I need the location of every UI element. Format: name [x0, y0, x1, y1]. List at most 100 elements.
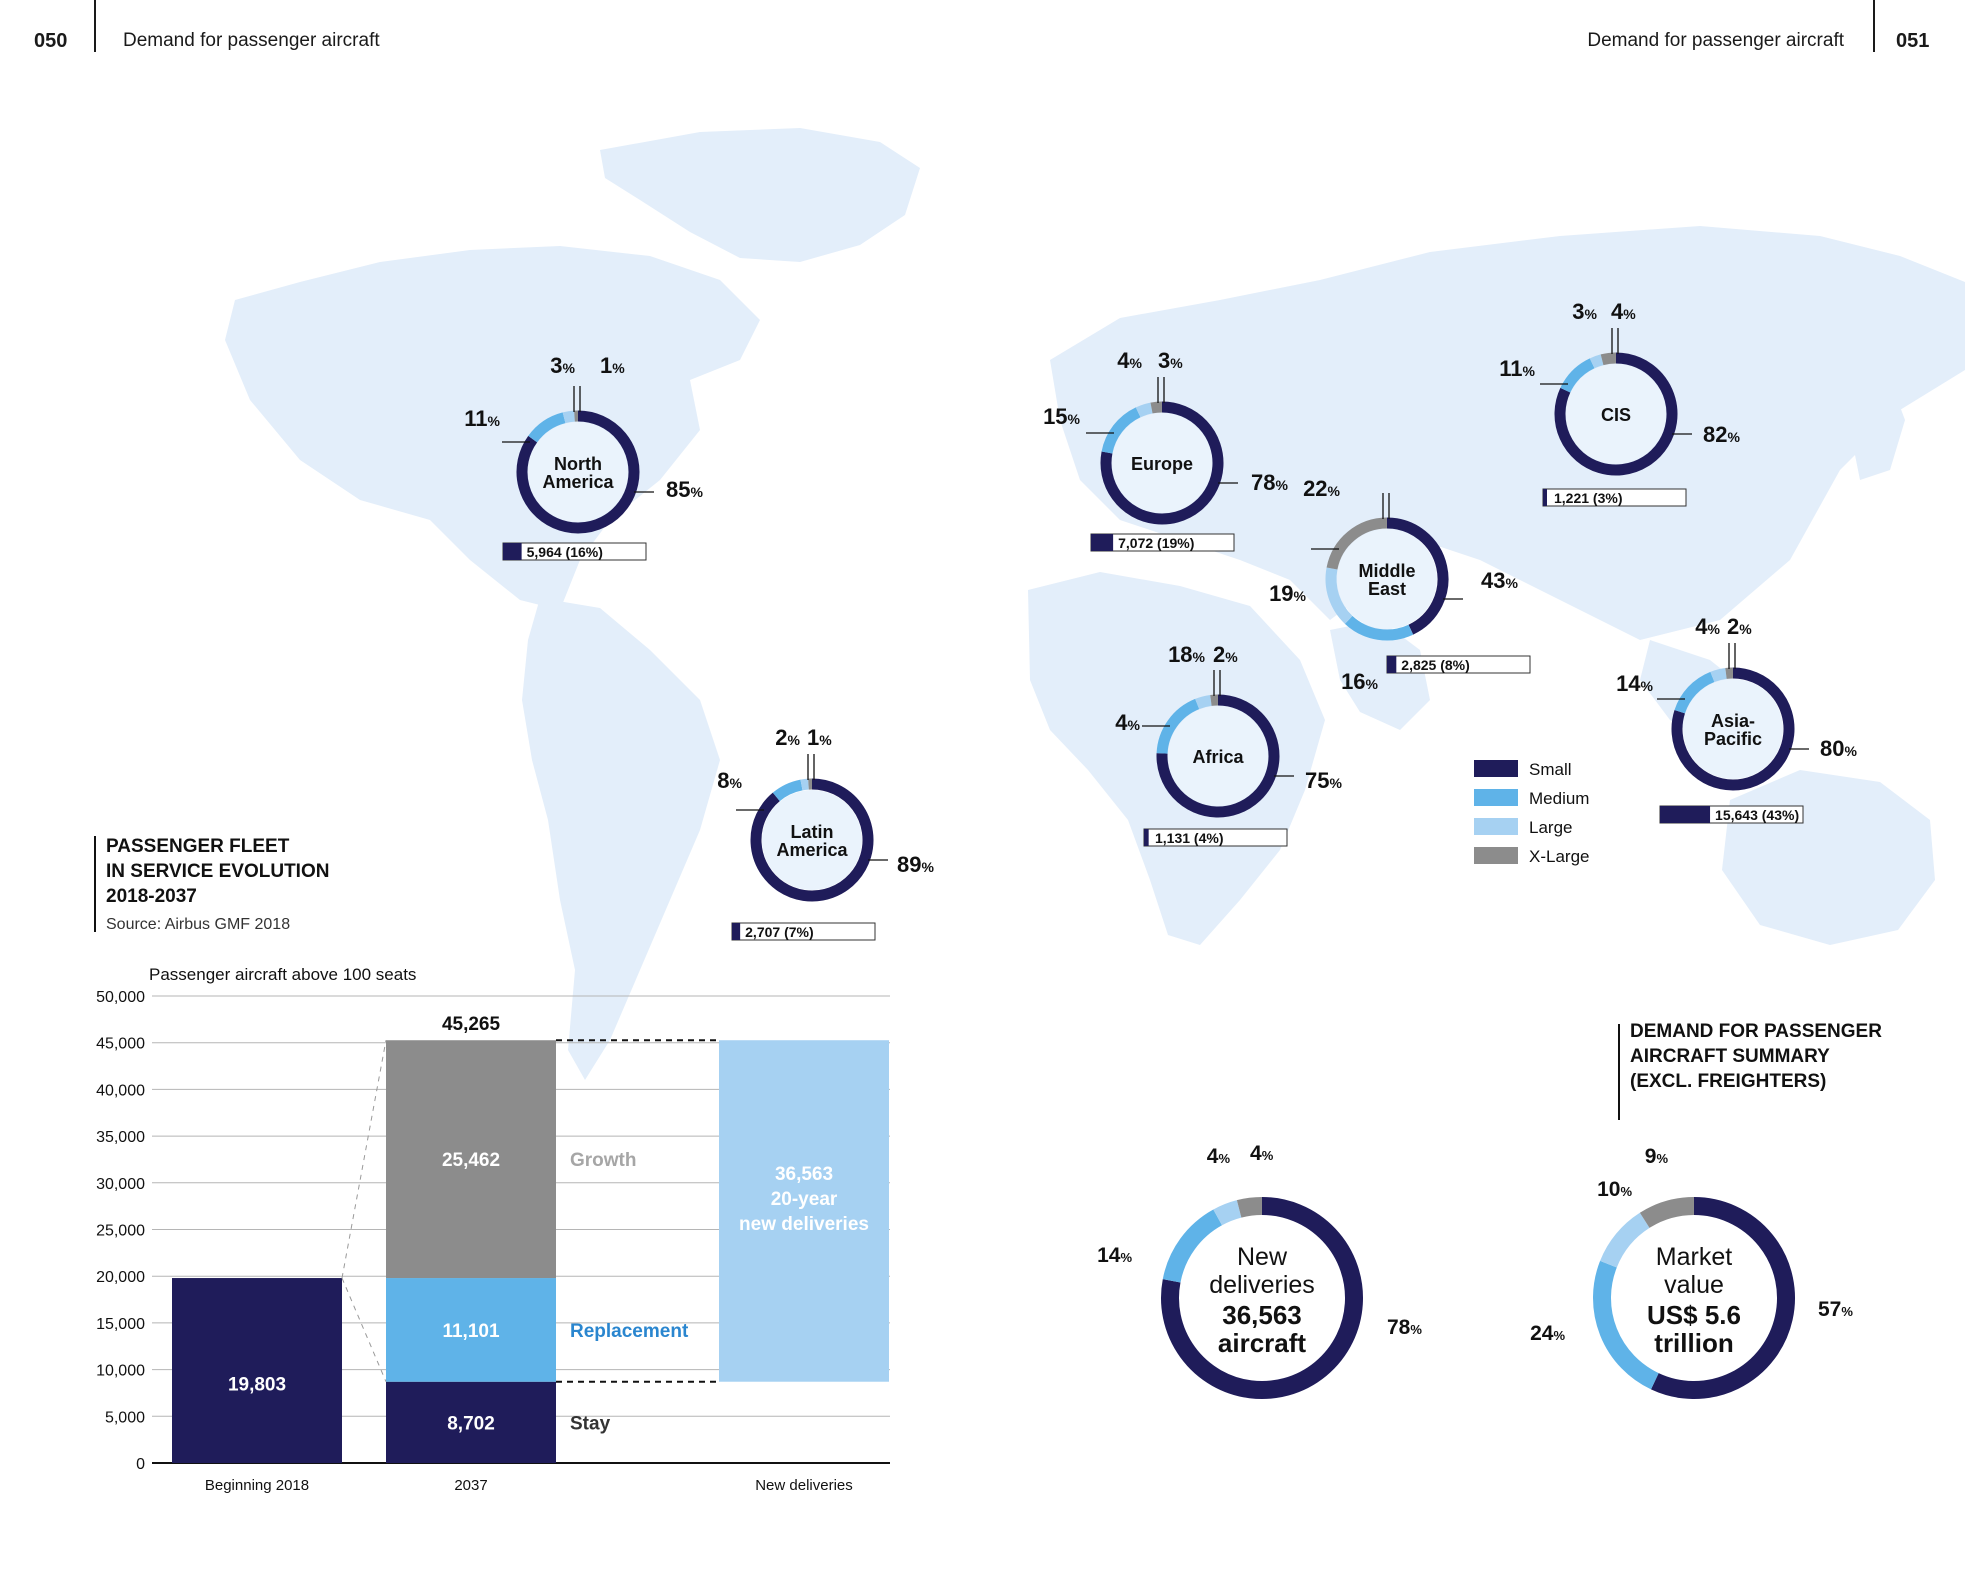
donut-center [1683, 679, 1783, 779]
region-pct-xlarge: 1% [807, 725, 832, 750]
donut-segment-large [1195, 694, 1212, 710]
donut-segment-large [800, 778, 809, 791]
summary-pct-small: 57% [1818, 1298, 1853, 1321]
region-pct-small: 78% [1251, 470, 1288, 495]
legend-label: Small [1529, 760, 1572, 779]
region-value-box [1659, 805, 1804, 824]
bar-value-label: 11,101 [442, 1321, 499, 1342]
donut-segment-small [516, 410, 640, 534]
summary-title: DEMAND FOR PASSENGER AIRCRAFT SUMMARY (E… [1630, 1019, 1882, 1094]
region-pct-large: 4% [1117, 348, 1142, 373]
region-value-fill [1091, 534, 1114, 551]
donut-segment-xlarge [1236, 1197, 1263, 1218]
bar-value-label: new deliveries [739, 1214, 869, 1235]
donut-segment-medium [1593, 1260, 1659, 1390]
region-pct-xlarge: 22% [1303, 476, 1340, 501]
region-value-label: 1,131 (4%) [1155, 830, 1223, 846]
donut-segment-small [1100, 401, 1224, 525]
donut-segment-xlarge [1150, 401, 1163, 414]
summary-pct-medium: 24% [1530, 1322, 1565, 1345]
region-name: North [554, 454, 602, 474]
right-page-title: Demand for passenger aircraft [1587, 30, 1844, 51]
y-tick-label: 15,000 [96, 1316, 145, 1333]
region-value-label: 2,707 (7%) [745, 924, 813, 940]
region-pct-large: 3% [1572, 299, 1597, 324]
bar-chart-title: Passenger aircraft above 100 seats [149, 965, 416, 984]
donut-segment-small [1651, 1197, 1795, 1399]
donut-segment-large [1600, 1212, 1650, 1268]
summary-center-label: Market [1656, 1243, 1732, 1271]
x-category-label: 2037 [454, 1477, 487, 1494]
region-value-fill [503, 543, 522, 560]
region-value-box [1542, 488, 1687, 507]
legend-label: Large [1529, 818, 1572, 837]
map-landmass [225, 246, 760, 610]
bar-2037-replacement [386, 1278, 556, 1382]
connector-dashed [341, 1040, 387, 1279]
y-tick-label: 5,000 [105, 1409, 145, 1426]
summary-pct-xlarge: 4% [1250, 1142, 1274, 1165]
bar-value-label: 36,563 [775, 1164, 833, 1185]
region-pct-medium: 19% [1269, 581, 1306, 606]
bar-value-label: 19,803 [228, 1375, 286, 1396]
y-tick-label: 10,000 [96, 1363, 145, 1380]
y-tick-label: 25,000 [96, 1223, 145, 1240]
donut-segment-large [1213, 1200, 1242, 1226]
segment-name-label: Stay [570, 1413, 611, 1434]
bar-new-deliveries [719, 1040, 889, 1382]
map-landmass [522, 598, 720, 1080]
header-divider-left [94, 0, 96, 52]
donut-segment-small [1386, 517, 1449, 635]
summary-pct-large: 4% [1207, 1145, 1231, 1168]
fleet-source: Source: Airbus GMF 2018 [106, 916, 291, 933]
summary-center-value: US$ 5.6 [1647, 1300, 1741, 1330]
donut-segment-medium [1101, 407, 1141, 454]
legend-label: X-Large [1529, 847, 1589, 866]
map-landmass [1722, 770, 1935, 945]
summary-center-label: deliveries [1209, 1271, 1315, 1299]
donut-segment-large [1710, 667, 1727, 683]
donut-center [1337, 529, 1437, 629]
donut-center [1566, 364, 1666, 464]
y-tick-label: 40,000 [96, 1082, 145, 1099]
region-name: America [542, 472, 614, 492]
region-pct-large: 3% [550, 353, 575, 378]
region-donut: Asia-Pacific 4% 2% 14% 80% 15,643 (43%) [1616, 614, 1857, 824]
donut-center [762, 790, 862, 890]
region-donut: CIS 3% 4% 11% 82% 1,221 (3%) [1499, 299, 1740, 507]
region-name: East [1368, 579, 1406, 599]
region-pct-small: 80% [1820, 736, 1857, 761]
legend-label: Medium [1529, 789, 1589, 808]
map-landmass [1028, 572, 1325, 945]
region-name: America [776, 840, 848, 860]
region-value-fill [1144, 829, 1149, 846]
map-landmass [600, 128, 920, 262]
region-pct-xlarge: 2% [1727, 614, 1752, 639]
fleet-bar-chart: Passenger aircraft above 100 seats 0 5,000… [96, 965, 890, 1494]
donut-segment-xlarge [1326, 517, 1388, 570]
donut-segment-medium [1674, 671, 1715, 714]
region-donut: Europe 4% 3% 15% 78% 7,072 (19%) [1043, 348, 1288, 552]
header-divider-right [1873, 0, 1875, 52]
y-tick-label: 45,000 [96, 1036, 145, 1053]
map-landmass [1330, 620, 1430, 730]
region-pct-small: 85% [666, 477, 703, 502]
donut-segment-medium [528, 412, 566, 443]
segment-name-label: Replacement [570, 1321, 689, 1342]
region-value-label: 15,643 (43%) [1715, 807, 1799, 823]
y-tick-label: 20,000 [96, 1269, 145, 1286]
region-pct-medium: 18% [1168, 642, 1205, 667]
donut-segment-large [1325, 567, 1353, 624]
region-value-box [1386, 655, 1531, 674]
fleet-title-line: PASSENGER FLEET [106, 836, 290, 857]
fleet-title-bar [94, 836, 96, 932]
left-page-title: Demand for passenger aircraft [123, 30, 380, 51]
donut-segment-large [562, 410, 575, 424]
region-donut: Africa 18% 2% 4% 75% 1,131 (4%) [1115, 642, 1342, 847]
bar-2037-stay [386, 1381, 556, 1463]
